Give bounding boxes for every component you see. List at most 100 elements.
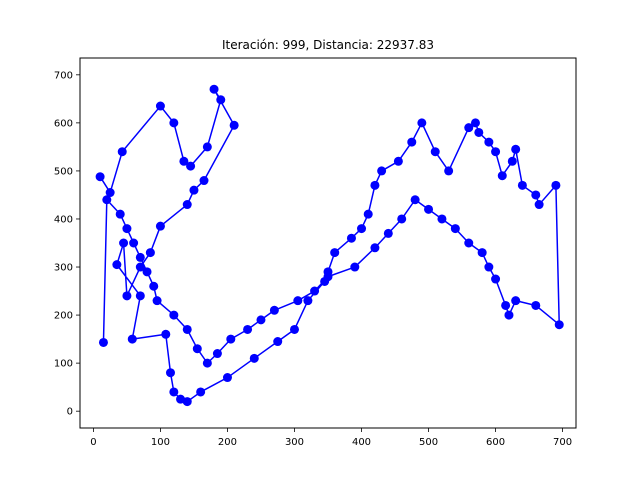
y-axis: 0 100 200 300 400 500 600 700 (54, 70, 80, 418)
axes-frame (79, 57, 577, 429)
city-point (551, 180, 561, 190)
city-point (179, 156, 189, 166)
city-point (95, 172, 105, 182)
y-tick-label: 500 (54, 166, 73, 177)
city-point (122, 291, 132, 301)
city-point (531, 190, 541, 200)
y-tick-label: 0 (67, 407, 73, 418)
y-tick-label: 600 (54, 118, 73, 129)
city-point (370, 180, 380, 190)
city-point (293, 296, 303, 306)
city-point (182, 200, 192, 210)
city-point (98, 337, 108, 347)
city-point (229, 120, 239, 130)
city-point (273, 337, 283, 347)
city-point (491, 274, 501, 284)
city-point (504, 310, 514, 320)
y-tick-label: 700 (54, 70, 73, 81)
city-point (484, 137, 494, 147)
chart-title: Iteración: 999, Distancia: 22937.83 (222, 38, 434, 52)
city-point (417, 118, 427, 128)
city-point (370, 243, 380, 253)
plot-area (79, 57, 577, 429)
x-tick-label: 600 (486, 437, 505, 448)
city-point (117, 147, 127, 157)
city-point (115, 209, 125, 219)
city-point (410, 195, 420, 205)
axes-background (80, 58, 576, 428)
city-point (105, 188, 115, 198)
y-tick-label: 400 (54, 214, 73, 225)
city-point (112, 260, 122, 270)
x-tick-label: 500 (419, 437, 438, 448)
city-point (212, 349, 222, 359)
city-point (511, 144, 521, 154)
city-point (209, 84, 219, 94)
y-tick-label: 200 (54, 311, 73, 322)
city-point (202, 358, 212, 368)
city-point (350, 262, 360, 272)
x-tick-label: 400 (352, 437, 371, 448)
city-point (169, 118, 179, 128)
city-point (226, 334, 236, 344)
city-point (149, 281, 159, 291)
city-point (444, 166, 454, 176)
city-point (407, 137, 417, 147)
x-axis: 0 100 200 300 400 500 600 700 (90, 428, 572, 448)
city-point (186, 161, 196, 171)
city-point (249, 353, 259, 363)
city-point (310, 286, 320, 296)
city-point (497, 171, 507, 181)
city-point (182, 324, 192, 334)
city-point (501, 300, 511, 310)
city-point (189, 185, 199, 195)
city-point (165, 368, 175, 378)
x-tick-label: 300 (285, 437, 304, 448)
city-point (357, 224, 367, 234)
y-tick-label: 300 (54, 263, 73, 274)
city-point (256, 315, 266, 325)
city-point (507, 156, 517, 166)
city-point (437, 214, 447, 224)
city-point (363, 209, 373, 219)
city-point (196, 387, 206, 397)
city-point (464, 238, 474, 248)
city-point (511, 296, 521, 306)
city-point (169, 387, 179, 397)
city-point (383, 228, 393, 238)
city-point (102, 195, 112, 205)
city-point (474, 127, 484, 137)
city-point (119, 238, 129, 248)
city-point (216, 95, 226, 105)
city-point (155, 101, 165, 111)
city-point (289, 324, 299, 334)
city-point (127, 334, 137, 344)
x-tick-label: 0 (90, 437, 96, 448)
city-point (554, 320, 564, 330)
city-point (202, 142, 212, 152)
y-tick-label: 100 (54, 359, 73, 370)
city-point (161, 329, 171, 339)
city-point (303, 296, 313, 306)
city-point (464, 123, 474, 133)
city-point (484, 262, 494, 272)
city-point (517, 180, 527, 190)
city-point (199, 176, 209, 186)
city-point (145, 248, 155, 258)
points-layer (95, 84, 564, 407)
city-point (222, 373, 232, 383)
city-point (377, 166, 387, 176)
city-point (155, 221, 165, 231)
city-point (135, 291, 145, 301)
city-point (129, 238, 139, 248)
city-point (491, 147, 501, 157)
city-point (424, 204, 434, 214)
city-point (477, 248, 487, 258)
city-point (393, 156, 403, 166)
city-point (323, 272, 333, 282)
city-point (152, 296, 162, 306)
city-point (450, 224, 460, 234)
city-point (531, 300, 541, 310)
city-point (122, 224, 132, 234)
